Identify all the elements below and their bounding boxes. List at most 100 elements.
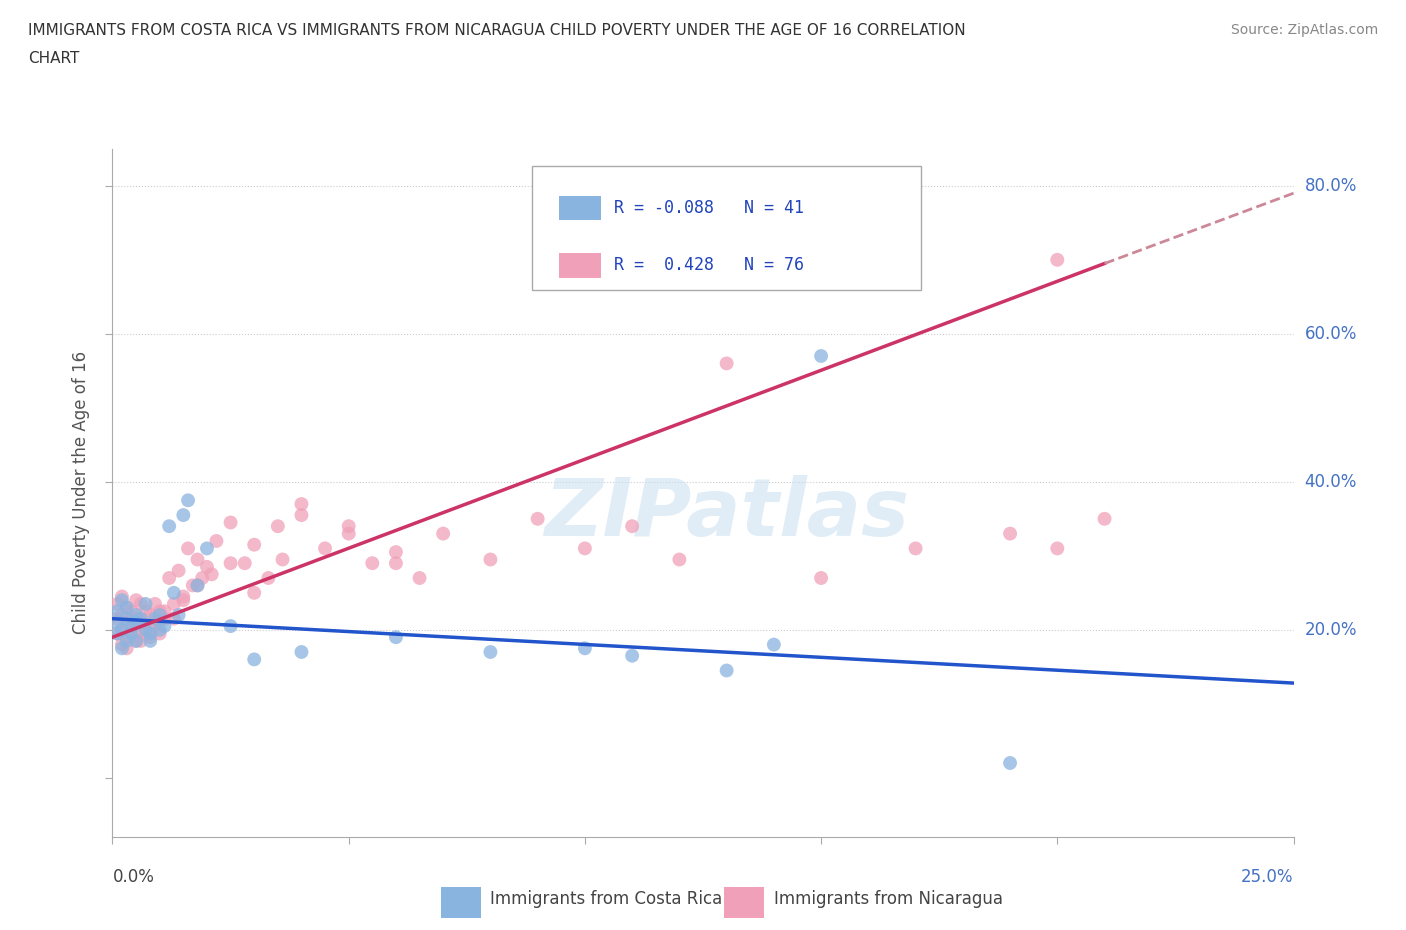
Point bbox=[181, 578, 204, 592]
Point bbox=[998, 526, 1021, 541]
Point bbox=[149, 626, 172, 641]
Point bbox=[243, 585, 266, 600]
FancyBboxPatch shape bbox=[531, 166, 921, 290]
Point bbox=[111, 589, 134, 604]
Point bbox=[385, 556, 408, 571]
Point bbox=[143, 615, 166, 630]
Point bbox=[314, 541, 336, 556]
Point bbox=[574, 541, 596, 556]
Point bbox=[115, 630, 138, 644]
Text: ZIPatlas: ZIPatlas bbox=[544, 474, 910, 552]
Point bbox=[125, 633, 148, 648]
Point bbox=[716, 356, 738, 371]
Point bbox=[125, 626, 148, 641]
Point bbox=[621, 648, 644, 663]
Point bbox=[105, 604, 128, 618]
Point bbox=[408, 571, 430, 586]
Point bbox=[1046, 541, 1069, 556]
Point bbox=[129, 596, 152, 611]
Point bbox=[172, 589, 194, 604]
Point bbox=[115, 633, 138, 648]
Point bbox=[149, 622, 172, 637]
Point bbox=[257, 571, 280, 586]
Point bbox=[267, 519, 290, 534]
Point bbox=[125, 607, 148, 622]
FancyBboxPatch shape bbox=[441, 887, 481, 918]
Point bbox=[135, 626, 157, 641]
Point bbox=[139, 626, 162, 641]
Point bbox=[129, 633, 152, 648]
Point bbox=[149, 607, 172, 622]
Point bbox=[177, 541, 200, 556]
Point bbox=[167, 564, 190, 578]
Point bbox=[120, 604, 142, 618]
Point bbox=[115, 611, 138, 626]
Point bbox=[157, 519, 180, 534]
Point bbox=[186, 578, 208, 592]
Text: IMMIGRANTS FROM COSTA RICA VS IMMIGRANTS FROM NICARAGUA CHILD POVERTY UNDER THE : IMMIGRANTS FROM COSTA RICA VS IMMIGRANTS… bbox=[28, 23, 966, 38]
FancyBboxPatch shape bbox=[560, 195, 602, 220]
Point bbox=[139, 633, 162, 648]
Point bbox=[115, 600, 138, 615]
Point bbox=[219, 515, 242, 530]
Point bbox=[201, 567, 224, 582]
Text: Immigrants from Costa Rica: Immigrants from Costa Rica bbox=[491, 890, 723, 908]
Point bbox=[135, 596, 157, 611]
Point bbox=[149, 604, 172, 618]
Point bbox=[205, 534, 228, 549]
Point bbox=[574, 641, 596, 656]
Point bbox=[163, 585, 186, 600]
Point bbox=[157, 571, 180, 586]
Point bbox=[129, 615, 152, 630]
Point bbox=[432, 526, 454, 541]
Point bbox=[195, 560, 218, 575]
Point bbox=[153, 618, 176, 633]
FancyBboxPatch shape bbox=[724, 887, 765, 918]
Point bbox=[172, 508, 194, 523]
Point bbox=[135, 622, 157, 637]
Text: R =  0.428   N = 76: R = 0.428 N = 76 bbox=[614, 257, 804, 274]
Point bbox=[111, 622, 134, 637]
Text: CHART: CHART bbox=[28, 51, 80, 66]
Point bbox=[385, 630, 408, 644]
Text: 60.0%: 60.0% bbox=[1305, 325, 1357, 343]
Point bbox=[125, 592, 148, 607]
Point bbox=[105, 626, 128, 641]
Point bbox=[1046, 252, 1069, 267]
Point bbox=[191, 571, 214, 586]
Point bbox=[125, 633, 148, 648]
Point bbox=[167, 607, 190, 622]
Point bbox=[271, 552, 294, 567]
Point bbox=[129, 611, 152, 626]
Point bbox=[163, 596, 186, 611]
Text: 0.0%: 0.0% bbox=[112, 868, 155, 885]
Point bbox=[139, 630, 162, 644]
Point bbox=[172, 592, 194, 607]
Y-axis label: Child Poverty Under the Age of 16: Child Poverty Under the Age of 16 bbox=[72, 352, 90, 634]
Point bbox=[105, 611, 128, 626]
Point bbox=[120, 626, 142, 641]
Point bbox=[479, 644, 502, 659]
Point bbox=[219, 556, 242, 571]
Point bbox=[186, 552, 208, 567]
Point bbox=[105, 596, 128, 611]
Point bbox=[120, 618, 142, 633]
Point bbox=[361, 556, 384, 571]
Point bbox=[111, 607, 134, 622]
Point bbox=[479, 552, 502, 567]
Point bbox=[290, 497, 312, 512]
Point bbox=[111, 641, 134, 656]
Text: Immigrants from Nicaragua: Immigrants from Nicaragua bbox=[773, 890, 1002, 908]
Point bbox=[177, 493, 200, 508]
Point bbox=[621, 519, 644, 534]
Point bbox=[195, 541, 218, 556]
Point bbox=[143, 596, 166, 611]
Point bbox=[243, 652, 266, 667]
Text: 25.0%: 25.0% bbox=[1241, 868, 1294, 885]
Point bbox=[810, 571, 832, 586]
Point bbox=[105, 615, 128, 630]
Point bbox=[526, 512, 548, 526]
Point bbox=[243, 538, 266, 552]
Point bbox=[337, 526, 360, 541]
Point bbox=[125, 615, 148, 630]
